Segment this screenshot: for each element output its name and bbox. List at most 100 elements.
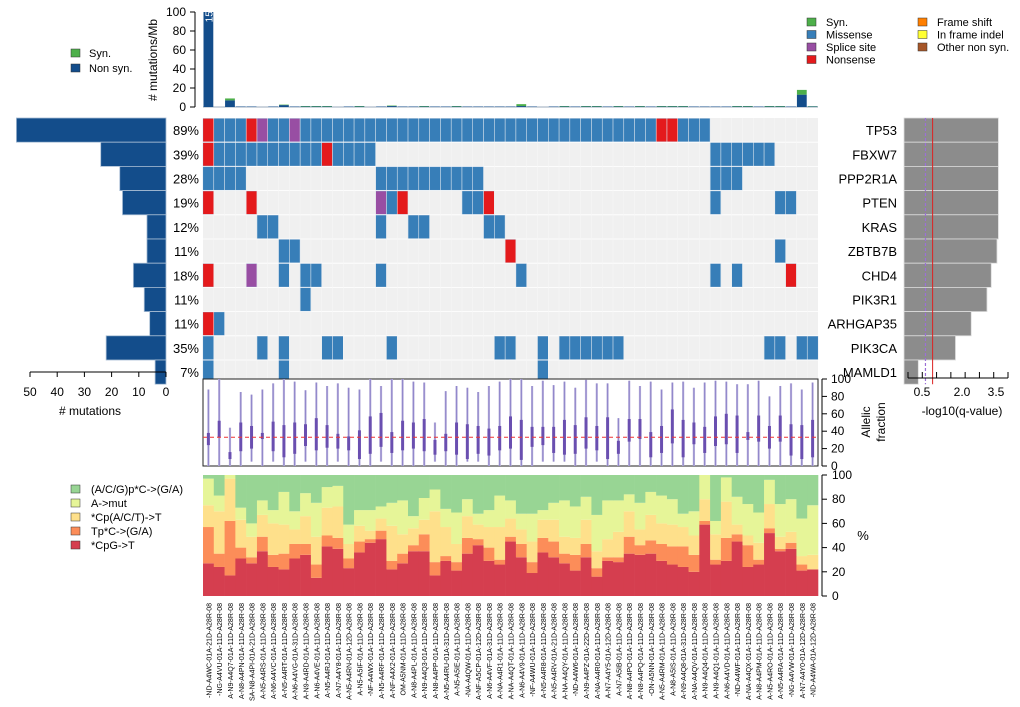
mutation-cell — [224, 166, 236, 191]
sample-label: A-N7-A4Y0-01A-12D-A28R-08 — [800, 603, 807, 698]
mutation-cell — [504, 118, 517, 142]
gene-percent-label: 11% — [174, 317, 199, 332]
signature-segment-amut — [256, 500, 269, 515]
signature-y-tick-label: 100 — [832, 468, 852, 482]
mutation-cell — [612, 336, 624, 360]
mutation-cell — [450, 166, 463, 191]
signature-segment-acgpc — [602, 475, 614, 501]
mutation-cell — [299, 287, 312, 312]
sample-label: -NF-A4WU-01A-11D-A28R-08 — [530, 603, 537, 697]
signature-segment-cpg — [472, 545, 484, 596]
mutation-cell — [494, 336, 506, 360]
signature-segment-cpg — [699, 524, 711, 596]
sample-label: A-N9-A4Q4-01A-11D-A28R-08 — [703, 603, 710, 699]
allelic-y-label-line1: Allelic — [859, 406, 873, 437]
signature-segment-acgpc — [321, 475, 333, 488]
gene-count-bar — [119, 165, 167, 191]
mutation-cell — [213, 118, 225, 142]
signature-segment-amut — [807, 505, 819, 555]
legend-label: Missense — [826, 30, 872, 42]
signature-segment-amut — [559, 500, 571, 537]
mutation-cell — [397, 190, 409, 215]
signature-segment-cpg — [461, 553, 474, 596]
sample-label: A-N5-A4RT-01A-11D-A28R-08 — [282, 603, 289, 698]
mutation-cell — [386, 190, 398, 215]
legend-swatch-other — [917, 42, 928, 52]
signature-segment-cpat — [364, 530, 376, 540]
signature-segment-amut — [332, 485, 344, 507]
mutation-cell — [202, 166, 214, 191]
sample-label: A-N5-A4RM-01A-11D-A28R-08 — [660, 603, 667, 700]
signature-segment-tpc — [742, 545, 754, 567]
qvalue-bar — [903, 165, 999, 191]
mutation-cell — [785, 190, 797, 215]
mutation-cell — [310, 263, 322, 288]
sample-label: A-N5-A4RJ-01A-11D-A28R-08 — [325, 603, 332, 698]
signature-segment-amut — [472, 513, 484, 525]
signature-segment-tpc — [483, 547, 495, 561]
sample-label: SA-N8-A4PI-01A-21D-A28R-08 — [250, 603, 257, 701]
sample-label: A-N9-A4Q3-01A-11D-A28R-08 — [422, 603, 429, 699]
signature-segment-cpat — [591, 551, 603, 569]
gene-count-bar — [105, 335, 167, 361]
mutation-cell — [612, 118, 624, 142]
signature-segment-amut — [289, 511, 301, 530]
signature-segment-cpg — [807, 569, 819, 596]
signature-segment-cpat — [559, 536, 571, 554]
mutation-cell — [235, 142, 247, 167]
left-x-axis-label: # mutations — [59, 404, 121, 418]
mutation-cell — [213, 166, 225, 191]
mutation-cell — [224, 118, 236, 142]
signature-segment-tpc — [613, 557, 625, 563]
qvalue-bar — [903, 286, 988, 312]
mutation-cell — [709, 166, 722, 191]
signature-segment-cpat — [235, 519, 247, 548]
signature-y-tick-label: 0 — [832, 589, 839, 603]
signature-segment-cpat — [537, 519, 549, 538]
signature-segment-acgpc — [569, 475, 581, 507]
mutation-cell — [299, 263, 312, 288]
signature-segment-acgpc — [623, 475, 635, 495]
signature-segment-acgpc — [354, 475, 366, 511]
gene-name-label: MAMLD1 — [843, 365, 897, 380]
signature-segment-cpat — [354, 525, 366, 542]
signature-segment-acgpc — [246, 475, 258, 524]
mutation-cell — [569, 118, 581, 142]
left-x-tick-label: 50 — [23, 385, 37, 399]
signature-segment-amut — [677, 513, 689, 528]
syn-bar — [225, 98, 235, 101]
signature-segment-cpg — [559, 563, 571, 596]
mutation-cell — [731, 263, 743, 288]
legend-label: In frame indel — [937, 30, 1004, 42]
signature-segment-acgpc — [580, 475, 592, 497]
mutation-cell — [386, 336, 398, 360]
signature-segment-cpg — [753, 564, 765, 596]
signature-segment-tpc — [203, 527, 215, 564]
mutation-cell — [202, 311, 214, 336]
gene-name-label: ZBTB7B — [848, 244, 897, 259]
syn-bar — [796, 89, 807, 95]
qvalue-bar — [903, 214, 999, 240]
mutation-cell — [483, 215, 495, 239]
qvalue-bar — [903, 311, 972, 337]
signature-segment-tpc — [602, 557, 614, 561]
signature-segment-cpg — [267, 566, 279, 596]
signature-segment-cpat — [526, 541, 538, 563]
mutation-cell — [202, 336, 214, 360]
sample-label: A-N5-A4RU-01A-31D-A28R-08 — [444, 603, 451, 700]
signature-y-label: % — [857, 528, 869, 543]
signature-segment-amut — [688, 511, 700, 536]
sample-label: -NG-A4VW-01A-11D-A28R-08 — [789, 603, 796, 697]
left-x-tick-label: 40 — [51, 385, 65, 399]
mutation-cell — [289, 118, 301, 142]
sample-label: -ND-A4W6-01A-11D-A28R-08 — [573, 603, 580, 696]
sample-label: -ND-A4WF-01A-11D-A28R-08 — [735, 603, 742, 697]
signature-segment-cpg — [774, 551, 786, 596]
signature-segment-tpc — [796, 564, 808, 571]
signature-segment-tpc — [235, 547, 247, 559]
mutation-cell — [256, 336, 268, 360]
mutation-cell — [343, 118, 355, 142]
mutation-cell — [224, 142, 236, 167]
signature-segment-tpc — [267, 554, 279, 567]
mutation-cell — [623, 118, 635, 142]
